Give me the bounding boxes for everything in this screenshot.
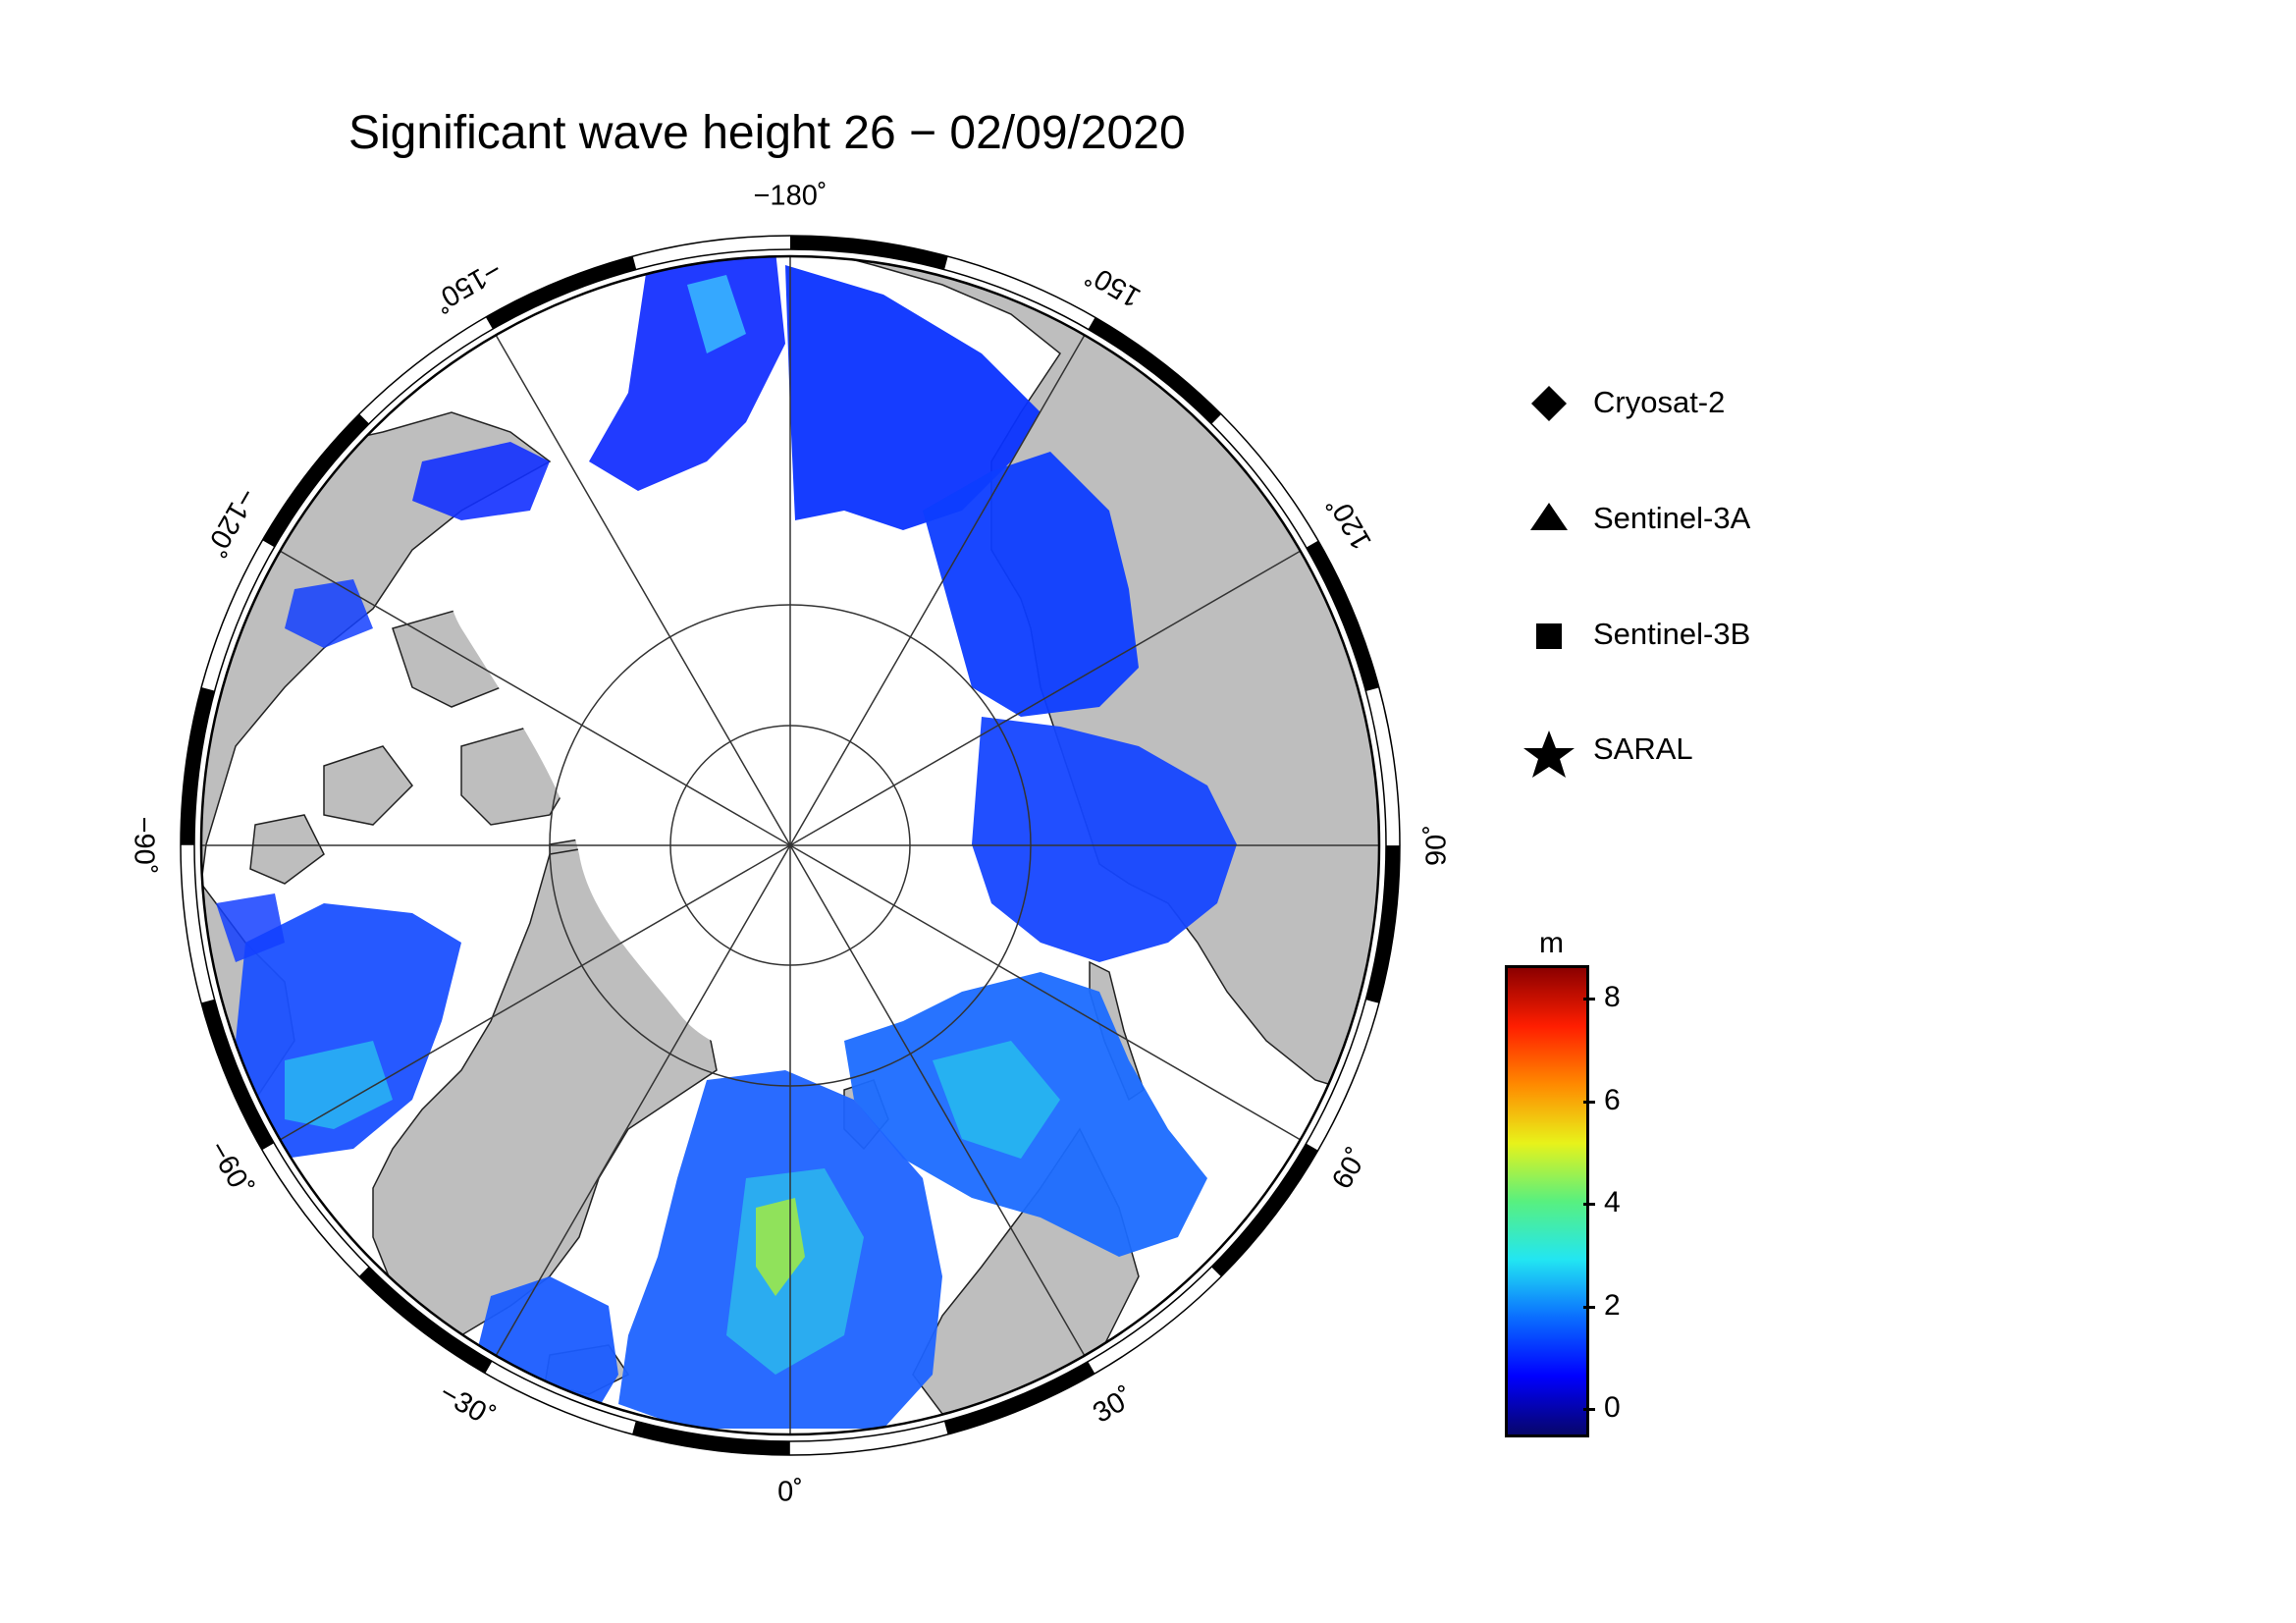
legend-label-cryosat: Cryosat-2: [1593, 385, 1726, 419]
longitude-label: −30˚: [434, 1378, 500, 1434]
graticule: [201, 256, 1379, 1434]
longitude-label: 0˚: [777, 1477, 803, 1508]
colorbar-tick: [1583, 1100, 1595, 1104]
longitude-label: 120˚: [1322, 490, 1378, 555]
colorbar: [1505, 965, 1589, 1437]
longitude-label: 90˚: [1421, 825, 1453, 866]
star-icon: [1523, 730, 1575, 778]
square-icon: [1536, 623, 1562, 649]
longitude-label: −150˚: [427, 253, 507, 317]
sea-ice: [448, 487, 990, 1055]
colorbar-tick-label: 4: [1604, 1186, 1621, 1219]
colorbar-tick-label: 6: [1604, 1083, 1621, 1116]
colorbar-unit: m: [1539, 927, 1564, 959]
wave-height-data: [216, 256, 1237, 1429]
legend-label-sentinel-3a: Sentinel-3A: [1593, 501, 1751, 535]
longitude-label: −60˚: [202, 1136, 258, 1202]
legend-symbols: [1523, 386, 1575, 778]
colorbar-tick: [1583, 1203, 1595, 1207]
triangle-icon: [1530, 503, 1568, 530]
diamond-icon: [1531, 386, 1567, 421]
map-frame: [180, 235, 1401, 1456]
colorbar-tick-label: 0: [1604, 1390, 1621, 1424]
legend-label-sentinel-3b: Sentinel-3B: [1593, 617, 1751, 651]
colorbar-tick-label: 2: [1604, 1288, 1621, 1322]
longitude-label: −120˚: [198, 482, 262, 562]
longitude-label: 150˚: [1081, 257, 1146, 313]
longitude-label: −90˚: [128, 817, 159, 875]
colorbar-tick: [1583, 998, 1595, 1001]
chart-title: Significant wave height 26 − 02/09/2020: [348, 107, 1186, 159]
longitude-label: 60˚: [1326, 1143, 1374, 1194]
colorbar-tick: [1583, 1305, 1595, 1309]
colorbar-tick: [1583, 1407, 1595, 1411]
longitude-label: −180˚: [754, 181, 828, 212]
longitude-label: 30˚: [1088, 1381, 1139, 1430]
legend-label-saral: SARAL: [1593, 731, 1693, 766]
colorbar-tick-label: 8: [1604, 981, 1621, 1014]
